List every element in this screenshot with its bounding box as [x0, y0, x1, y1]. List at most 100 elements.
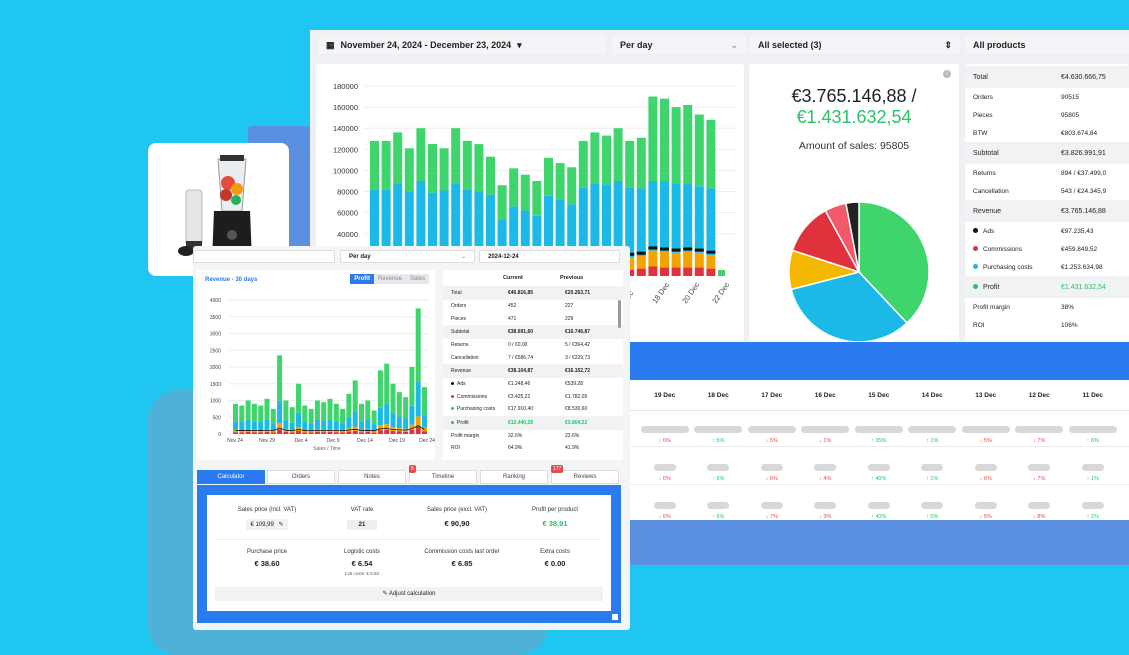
bar-segment	[296, 430, 301, 434]
bar-segment	[403, 418, 409, 429]
bar-segment	[636, 188, 646, 256]
day-cell: ↓ 3%	[799, 496, 853, 520]
value-placeholder	[814, 464, 837, 471]
bar-segment	[706, 254, 716, 269]
products-select[interactable]: All products	[965, 36, 1129, 54]
bar-segment	[590, 132, 600, 184]
bar-segment	[333, 421, 339, 430]
tab-orders[interactable]: Orders	[267, 470, 335, 484]
y-tick: 180000	[333, 82, 358, 91]
panel-period-select[interactable]: Per day ⌄	[340, 250, 475, 263]
toggle-revenue[interactable]: Revenue	[373, 274, 406, 284]
bar-segment	[718, 270, 725, 276]
comparison-row: Purchasing costs €17.910,40 €8.530,60	[443, 403, 623, 416]
bar-segment	[706, 119, 716, 189]
bar-segment	[451, 128, 461, 184]
adjust-calculation-button[interactable]: ✎ Adjust calculation	[215, 587, 603, 601]
bar-segment	[390, 426, 396, 431]
bar-segment	[660, 251, 669, 268]
tab-timeline[interactable]: Timeline	[409, 470, 477, 484]
bar-segment	[381, 189, 391, 257]
bar-segment	[509, 206, 519, 262]
bar-segment	[264, 398, 270, 420]
legend-dot	[451, 407, 454, 411]
toggle-sales[interactable]: Sales	[405, 274, 429, 284]
day-cell: ↑ 40%	[852, 496, 906, 520]
value-placeholder	[974, 502, 997, 509]
calc-purchase: Purchase price € 38.60	[246, 549, 288, 568]
x-tick: Dec 19	[389, 438, 405, 444]
comparison-row: Ads €1.248,46 €539,28	[443, 378, 623, 391]
sales-price-input[interactable]: € 109,99 ✎	[246, 519, 288, 530]
bar-segment	[428, 192, 437, 259]
revenue-chart-card: Revenue - 30 days Profit Revenue Sales 4…	[197, 270, 435, 460]
bar-segment	[371, 432, 377, 434]
date-range-select[interactable]: ▦ November 24, 2024 - December 23, 2024 …	[318, 36, 606, 54]
x-tick: 18 Dec	[650, 280, 671, 305]
bar-segment	[302, 405, 308, 423]
vat-input[interactable]: 21	[346, 520, 378, 530]
bar-segment	[422, 387, 427, 415]
bar-segment	[404, 148, 414, 192]
bar-segment	[403, 397, 409, 419]
bar-segment	[296, 426, 301, 431]
panel-filter-left[interactable]	[193, 250, 335, 263]
bar-segment	[289, 430, 295, 433]
row-divider	[630, 484, 1129, 485]
calc-profit: Profit per product € 38,91	[531, 507, 579, 528]
edit-icon[interactable]: ✎	[278, 522, 284, 528]
y-tick: 4000	[210, 298, 221, 304]
x-axis-label: Sales / Time	[313, 446, 341, 452]
chevron-down-icon: ⌄	[460, 254, 466, 260]
totals-row: BTW €803.674,84	[973, 129, 1098, 137]
bar-segment	[340, 430, 346, 433]
day-header: 18 Dec	[707, 392, 729, 399]
bar-segment	[233, 421, 238, 430]
day-cell: ↓ 6%	[638, 496, 692, 520]
bar-segment	[683, 105, 693, 184]
day-cell: ↓ 6%	[638, 458, 692, 482]
tab-calculator[interactable]: Calculator	[197, 470, 265, 484]
bar-segment	[245, 400, 251, 420]
bottom-band	[630, 520, 1129, 565]
period-select[interactable]: Per day ⌄	[606, 36, 746, 54]
bar-segment	[333, 429, 339, 433]
dashboard: ▦ November 24, 2024 - December 23, 2024 …	[310, 30, 1129, 565]
ads-marker	[660, 247, 669, 251]
selection-select[interactable]: All selected (3) ⇕	[750, 36, 960, 54]
bar-segment	[409, 424, 415, 430]
tab-ranking[interactable]: Ranking	[480, 470, 548, 484]
totals-row: Orders 90515	[973, 93, 1080, 101]
panel-date-input[interactable]: 2024-12-24	[479, 250, 620, 263]
bar-segment	[393, 132, 403, 184]
value-placeholder	[653, 464, 676, 471]
tab-notes[interactable]: Notes	[338, 470, 406, 484]
value-placeholder	[1028, 464, 1051, 471]
row-divider	[630, 446, 1129, 447]
totals-row: Cancellation 543 / €24.345,9	[973, 187, 1107, 195]
bar-segment	[416, 181, 426, 255]
day-cell: ↑ 6%	[1066, 420, 1120, 444]
tab-reviews[interactable]: Reviews	[551, 470, 619, 484]
day-cell: ↓ 5%	[959, 496, 1013, 520]
totals-row: Profit €1.431.632,54	[965, 276, 1129, 298]
bar-segment	[302, 432, 308, 434]
bar-segment	[239, 405, 245, 423]
value-placeholder	[1081, 464, 1104, 471]
day-cell: ↑ 6%	[692, 496, 746, 520]
edit-icon: ✎	[382, 591, 388, 597]
totals-row: Total €4.630.666,75	[965, 66, 1129, 88]
value-placeholder	[1081, 502, 1104, 509]
value-placeholder	[908, 426, 957, 433]
bar-segment	[321, 402, 327, 421]
scrollbar[interactable]	[618, 300, 621, 328]
bar-segment	[694, 114, 704, 187]
bar-segment	[694, 267, 704, 276]
x-tick: Nov 24	[227, 438, 243, 444]
resize-handle[interactable]	[612, 614, 618, 620]
totals-row: Ads €97.235,43	[965, 222, 1129, 240]
y-tick: 500	[213, 415, 222, 421]
toggle-profit[interactable]: Profit	[350, 274, 374, 284]
bar-segment	[396, 431, 402, 434]
day-cell: ↑ 5%	[692, 420, 746, 444]
